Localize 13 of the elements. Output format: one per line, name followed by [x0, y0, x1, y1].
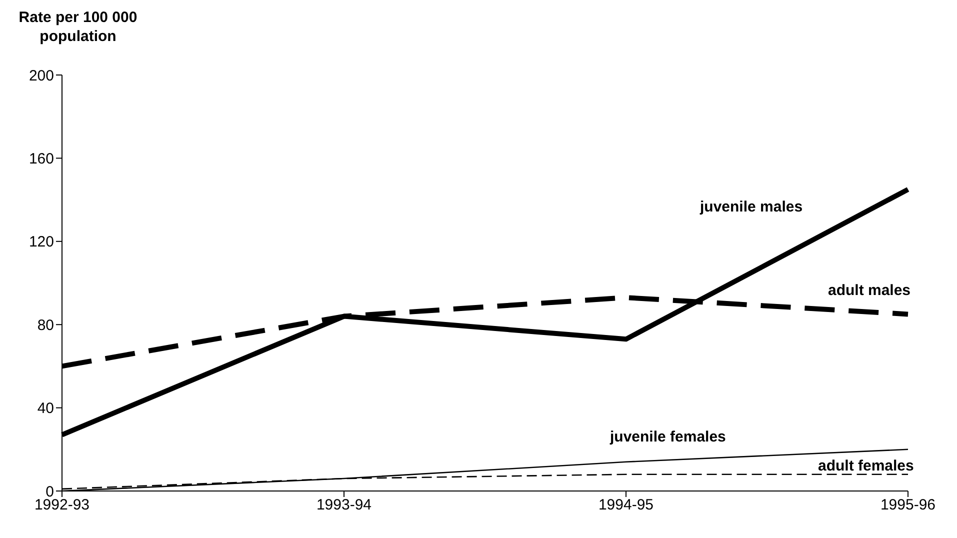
series-label: juvenile females [609, 428, 726, 446]
y-tick-label: 200 [28, 67, 54, 84]
y-tick-label: 160 [28, 150, 54, 168]
series-label: adult males [828, 282, 911, 300]
y-tick-label: 80 [37, 316, 54, 334]
x-tick-label: 1994-95 [598, 496, 654, 514]
series-label: adult females [818, 457, 914, 474]
y-tick-label: 120 [28, 234, 54, 251]
y-axis-title: Rate per 100 000 population [18, 8, 138, 46]
x-tick-label: 1993-94 [316, 496, 372, 514]
y-tick-label: 40 [37, 400, 54, 418]
x-tick-label: 1995-96 [880, 496, 936, 514]
series-label: juvenile males [699, 198, 803, 216]
